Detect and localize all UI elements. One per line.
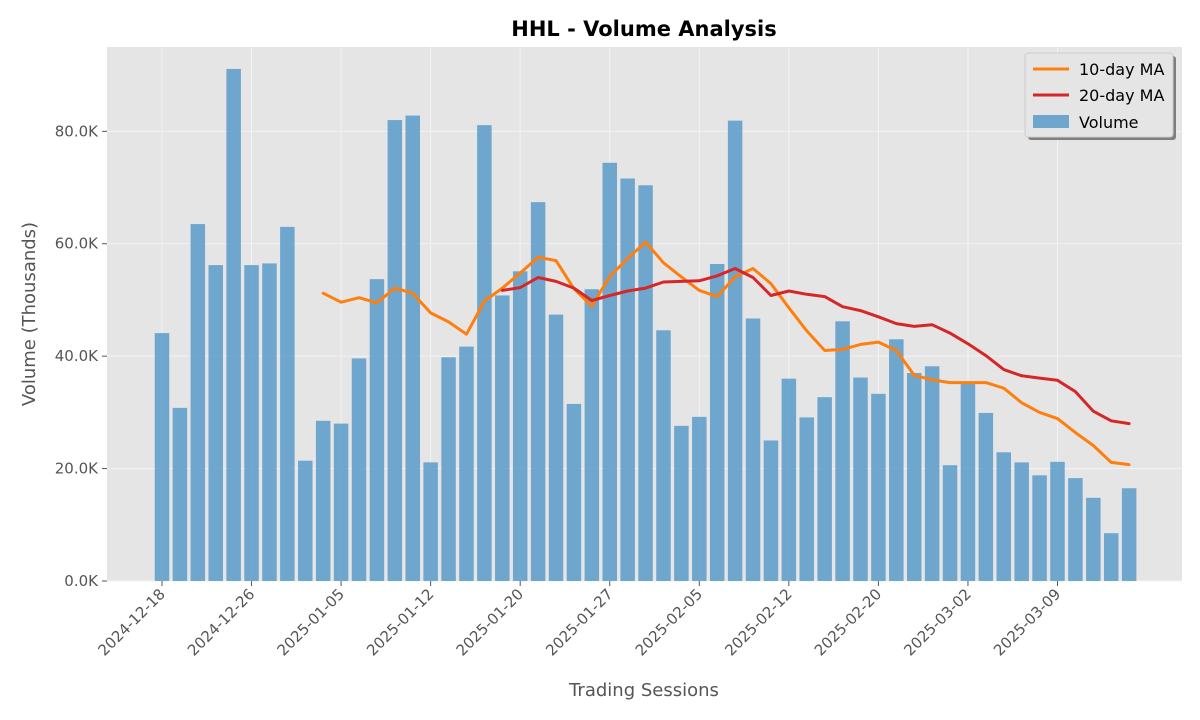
volume-bar	[727, 120, 743, 581]
volume-bar	[1103, 533, 1119, 581]
x-tick-label: 2025-03-09	[990, 585, 1064, 659]
volume-bar	[799, 417, 815, 581]
volume-bar	[1121, 488, 1137, 581]
volume-bar	[763, 440, 779, 581]
y-axis: 0.0K 20.0K 40.0K 60.0K 80.0K	[55, 122, 107, 590]
volume-bar	[566, 403, 582, 581]
volume-bar	[262, 263, 277, 581]
volume-bar	[745, 318, 761, 581]
volume-bar	[781, 378, 797, 581]
volume-bars	[154, 68, 1137, 582]
x-axis: 2024-12-18 2024-12-26 2025-01-05 2025-01-12…	[94, 581, 1064, 659]
x-tick-label: 2025-03-02	[900, 585, 974, 659]
x-tick-label: 2024-12-18	[94, 585, 168, 659]
volume-bar	[853, 377, 868, 581]
moving-average-lines	[321, 240, 1131, 467]
volume-bar	[1032, 475, 1047, 581]
volume-bar	[620, 178, 635, 581]
volume-bar	[154, 333, 170, 581]
volume-bar	[1068, 478, 1083, 581]
volume-bar	[584, 289, 600, 581]
x-tick-label: 2025-01-20	[453, 585, 527, 659]
x-tick-label: 2024-12-26	[184, 585, 258, 659]
y-tick-label: 80.0K	[55, 122, 99, 140]
volume-bar	[692, 416, 707, 581]
chart-title: HHL - Volume Analysis	[511, 17, 776, 41]
volume-bar	[530, 202, 546, 581]
volume-bar	[351, 358, 367, 581]
volume-bar	[280, 226, 295, 581]
volume-bar	[512, 271, 528, 581]
volume-bar	[871, 393, 886, 581]
x-tick-label: 2025-02-20	[811, 585, 885, 659]
volume-bar	[315, 420, 331, 581]
y-tick-label: 40.0K	[55, 347, 99, 365]
legend-swatch-volume	[1033, 115, 1069, 128]
legend-label-ma10: 10-day MA	[1079, 60, 1164, 79]
volume-bar	[1014, 462, 1029, 581]
x-tick-label: 2025-01-05	[274, 585, 348, 659]
volume-bar	[369, 279, 385, 581]
volume-bar	[906, 373, 922, 581]
x-tick-label: 2025-02-05	[632, 585, 706, 659]
volume-bar	[244, 265, 259, 581]
ma10-line	[321, 240, 1131, 467]
volume-bar	[333, 423, 349, 581]
volume-bar	[441, 357, 456, 581]
volume-bar	[674, 425, 689, 581]
volume-bar	[889, 339, 904, 581]
volume-bar	[208, 265, 223, 581]
volume-bar	[298, 460, 313, 581]
volume-bar	[387, 120, 403, 582]
volume-bar	[638, 185, 653, 581]
volume-bar	[477, 125, 492, 581]
volume-bar	[423, 462, 438, 581]
volume-bar	[709, 263, 725, 581]
y-tick-label: 60.0K	[55, 235, 99, 253]
volume-bar	[1086, 497, 1101, 581]
y-tick-label: 20.0K	[55, 460, 99, 478]
legend-label-volume: Volume	[1079, 113, 1139, 132]
x-tick-label: 2025-02-12	[721, 585, 795, 659]
volume-bar	[942, 465, 958, 581]
legend-label-ma20: 20-day MA	[1079, 86, 1164, 105]
legend: 10-day MA 20-day MA Volume	[1024, 52, 1176, 140]
volume-bar	[835, 321, 850, 581]
x-tick-label: 2025-01-27	[542, 585, 616, 659]
y-tick-label: 0.0K	[64, 572, 99, 590]
y-axis-title: Volume (Thousands)	[19, 222, 40, 406]
volume-bar	[602, 162, 617, 581]
volume-bar	[960, 382, 976, 581]
x-tick-label: 2025-01-12	[363, 585, 437, 659]
volume-bar	[226, 68, 241, 581]
volume-bar	[996, 452, 1012, 581]
ma20-line	[500, 267, 1131, 426]
volume-bar	[495, 295, 510, 581]
volume-bar	[548, 314, 564, 581]
volume-bar	[459, 346, 474, 581]
volume-bar	[405, 115, 420, 581]
volume-bar	[817, 397, 832, 581]
volume-bar	[1050, 461, 1065, 581]
volume-bar	[190, 224, 206, 581]
volume-bar	[656, 330, 671, 581]
volume-bar	[924, 366, 940, 581]
volume-bar	[172, 407, 188, 581]
volume-bar	[978, 412, 994, 581]
x-axis-title: Trading Sessions	[568, 680, 719, 701]
